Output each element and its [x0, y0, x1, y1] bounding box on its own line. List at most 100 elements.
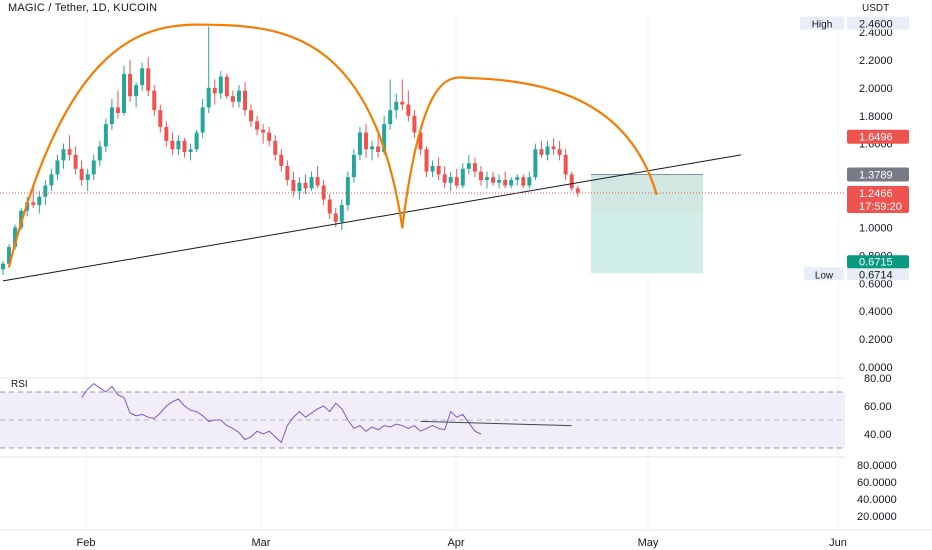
candle-body: [164, 126, 169, 141]
candle-body: [533, 149, 538, 178]
rsi-divergence-line[interactable]: [420, 420, 572, 427]
candle-body: [357, 132, 362, 155]
candle-body: [569, 174, 574, 189]
time-label: Mar: [252, 537, 271, 549]
price-tick-label: 1.0000: [859, 222, 893, 234]
candle-body: [285, 166, 290, 180]
candle-body: [19, 210, 24, 228]
candle-body: [194, 132, 199, 150]
candle-body: [279, 154, 284, 166]
low-value-box: [847, 267, 909, 281]
price-tick-label: 0.2000: [859, 334, 893, 346]
candle-body: [460, 168, 465, 186]
candle-body: [261, 129, 266, 133]
position-zones[interactable]: [591, 174, 703, 274]
volume-tick-label: 20.0000: [857, 511, 897, 523]
candle-body: [79, 168, 84, 180]
candle-body: [551, 146, 556, 150]
ascending-trendline[interactable]: [2, 154, 742, 282]
high-label: High: [812, 20, 833, 31]
candle-body: [37, 196, 42, 206]
candle-body: [376, 146, 381, 153]
candle-body: [406, 104, 411, 116]
entry-badge: [847, 167, 909, 182]
candle-body: [218, 76, 223, 94]
pattern-arc-2[interactable]: [401, 76, 658, 229]
candle-body: [7, 246, 12, 264]
candle-body: [49, 174, 54, 186]
candle-body: [339, 205, 344, 222]
candle-body: [418, 132, 423, 150]
candle-body: [67, 149, 72, 155]
candle-body: [146, 68, 151, 91]
candle-body: [539, 149, 544, 155]
candle-body: [430, 166, 435, 172]
candle-body: [503, 179, 508, 186]
candle-body: [321, 185, 326, 200]
candle-body: [206, 87, 211, 108]
stop-badge: [847, 129, 909, 144]
candle-body: [224, 76, 229, 97]
price-axis-unit: USDT: [862, 3, 889, 14]
low-label: Low: [815, 270, 834, 281]
candle-body: [134, 85, 139, 97]
candle-body: [563, 154, 568, 175]
candle-body: [85, 174, 90, 180]
candle-body: [176, 140, 181, 150]
candle-body: [472, 163, 477, 172]
candle-body: [466, 163, 471, 169]
candle-body: [436, 166, 441, 175]
candle-countdown: 17:59:20: [859, 201, 902, 213]
candle-body: [31, 202, 36, 206]
pattern-arc-1[interactable]: [7, 23, 404, 268]
candle-body: [140, 68, 145, 86]
candle-body: [243, 90, 247, 111]
candle-body: [364, 132, 368, 150]
volume-tick-label: 40.0000: [857, 494, 897, 506]
candle-body: [249, 110, 254, 122]
candle-body: [382, 124, 387, 153]
rsi-pane: RSI: [0, 377, 932, 458]
candle-body: [128, 73, 133, 97]
time-label: May: [638, 537, 659, 549]
candle-body: [515, 177, 520, 180]
candle-body: [394, 101, 399, 111]
target-value: 0.6715: [859, 256, 893, 268]
candle-body: [122, 73, 126, 113]
candle-body: [158, 110, 163, 127]
grid: [85, 16, 839, 530]
candle-body: [442, 174, 447, 183]
take-profit-zone[interactable]: [591, 174, 703, 274]
candle-body: [97, 146, 102, 161]
candle-body: [557, 149, 562, 155]
candle-body: [236, 90, 241, 102]
time-label: Jun: [829, 537, 847, 549]
drawings[interactable]: [0, 23, 845, 282]
candle-body: [255, 121, 260, 130]
candle-body: [527, 177, 532, 186]
candle-body: [448, 177, 453, 183]
price-tick-label: 2.0000: [859, 83, 893, 95]
time-axis[interactable]: Feb Mar Apr May Jun: [0, 529, 932, 549]
price-tick-label: 0.4000: [859, 306, 893, 318]
candle-body: [333, 213, 338, 222]
price-tick-label: 1.8000: [859, 111, 893, 123]
low-label-box: [804, 267, 844, 281]
candle-body: [315, 177, 320, 186]
entry-value: 1.3789: [859, 170, 893, 182]
price-axis[interactable]: USDT2.40002.20002.00001.80001.60001.0000…: [800, 0, 932, 550]
candle-body: [170, 140, 175, 150]
candle-body: [61, 149, 66, 161]
volume-tick-label: 60.0000: [857, 477, 897, 489]
high-value: 2.4600: [859, 19, 893, 31]
stop-value: 1.6496: [859, 132, 893, 144]
candle-body: [43, 185, 48, 197]
candle-body: [309, 177, 314, 189]
candle-body: [497, 179, 502, 183]
candle-body: [388, 110, 393, 125]
rsi-tick-label: 80.00: [864, 373, 892, 385]
candle-body: [291, 179, 296, 192]
time-label: Feb: [77, 537, 96, 549]
candle-body: [109, 107, 114, 125]
